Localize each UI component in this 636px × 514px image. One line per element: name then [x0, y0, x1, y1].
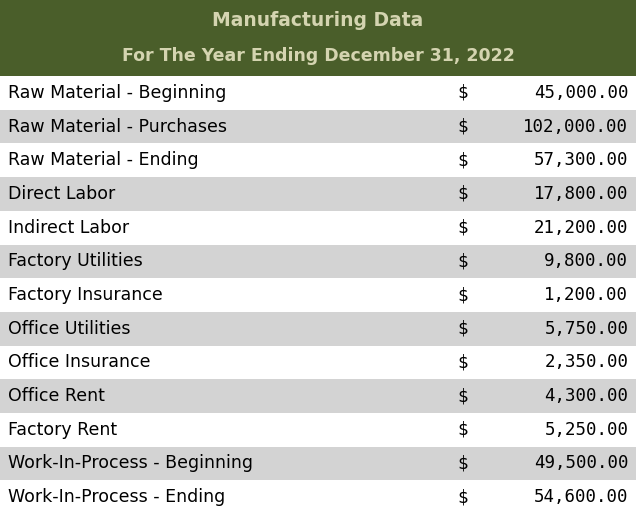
Text: $: $ — [457, 252, 467, 270]
Text: Direct Labor: Direct Labor — [8, 185, 115, 203]
Text: For The Year Ending December 31, 2022: For The Year Ending December 31, 2022 — [121, 47, 515, 65]
Text: $: $ — [457, 354, 467, 372]
Text: Work-In-Process - Ending: Work-In-Process - Ending — [8, 488, 225, 506]
Text: $: $ — [457, 286, 467, 304]
Text: Raw Material - Beginning: Raw Material - Beginning — [8, 84, 226, 102]
Bar — [0, 278, 636, 312]
Text: 4,300.00: 4,300.00 — [544, 387, 628, 405]
Bar — [0, 447, 636, 480]
Text: 102,000.00: 102,000.00 — [523, 118, 628, 136]
Bar — [0, 110, 636, 143]
Bar — [0, 312, 636, 345]
Bar — [0, 379, 636, 413]
Text: Factory Rent: Factory Rent — [8, 421, 117, 439]
Text: Factory Insurance: Factory Insurance — [8, 286, 162, 304]
Text: 21,200.00: 21,200.00 — [534, 218, 628, 236]
Text: 5,750.00: 5,750.00 — [544, 320, 628, 338]
Text: Office Rent: Office Rent — [8, 387, 104, 405]
Text: $: $ — [457, 218, 467, 236]
Text: $: $ — [457, 84, 467, 102]
Text: Office Utilities: Office Utilities — [8, 320, 130, 338]
Text: 2,350.00: 2,350.00 — [544, 354, 628, 372]
Text: $: $ — [457, 387, 467, 405]
Bar — [0, 76, 636, 110]
Text: 45,000.00: 45,000.00 — [534, 84, 628, 102]
Text: 5,250.00: 5,250.00 — [544, 421, 628, 439]
Bar — [0, 480, 636, 514]
Text: $: $ — [457, 185, 467, 203]
Bar — [0, 177, 636, 211]
Text: Office Insurance: Office Insurance — [8, 354, 150, 372]
Text: $: $ — [457, 488, 467, 506]
Text: 9,800.00: 9,800.00 — [544, 252, 628, 270]
Text: $: $ — [457, 320, 467, 338]
Bar — [0, 0, 636, 76]
Text: 49,500.00: 49,500.00 — [534, 454, 628, 472]
Text: $: $ — [457, 151, 467, 169]
Text: $: $ — [457, 421, 467, 439]
Text: $: $ — [457, 118, 467, 136]
Text: 57,300.00: 57,300.00 — [534, 151, 628, 169]
Bar — [0, 413, 636, 447]
Text: Work-In-Process - Beginning: Work-In-Process - Beginning — [8, 454, 252, 472]
Bar — [0, 345, 636, 379]
Text: Raw Material - Purchases: Raw Material - Purchases — [8, 118, 226, 136]
Bar — [0, 211, 636, 245]
Text: 54,600.00: 54,600.00 — [534, 488, 628, 506]
Bar — [0, 245, 636, 278]
Text: $: $ — [457, 454, 467, 472]
Text: 17,800.00: 17,800.00 — [534, 185, 628, 203]
Text: Manufacturing Data: Manufacturing Data — [212, 11, 424, 30]
Text: Indirect Labor: Indirect Labor — [8, 218, 128, 236]
Text: Factory Utilities: Factory Utilities — [8, 252, 142, 270]
Text: 1,200.00: 1,200.00 — [544, 286, 628, 304]
Bar — [0, 143, 636, 177]
Text: Raw Material - Ending: Raw Material - Ending — [8, 151, 198, 169]
